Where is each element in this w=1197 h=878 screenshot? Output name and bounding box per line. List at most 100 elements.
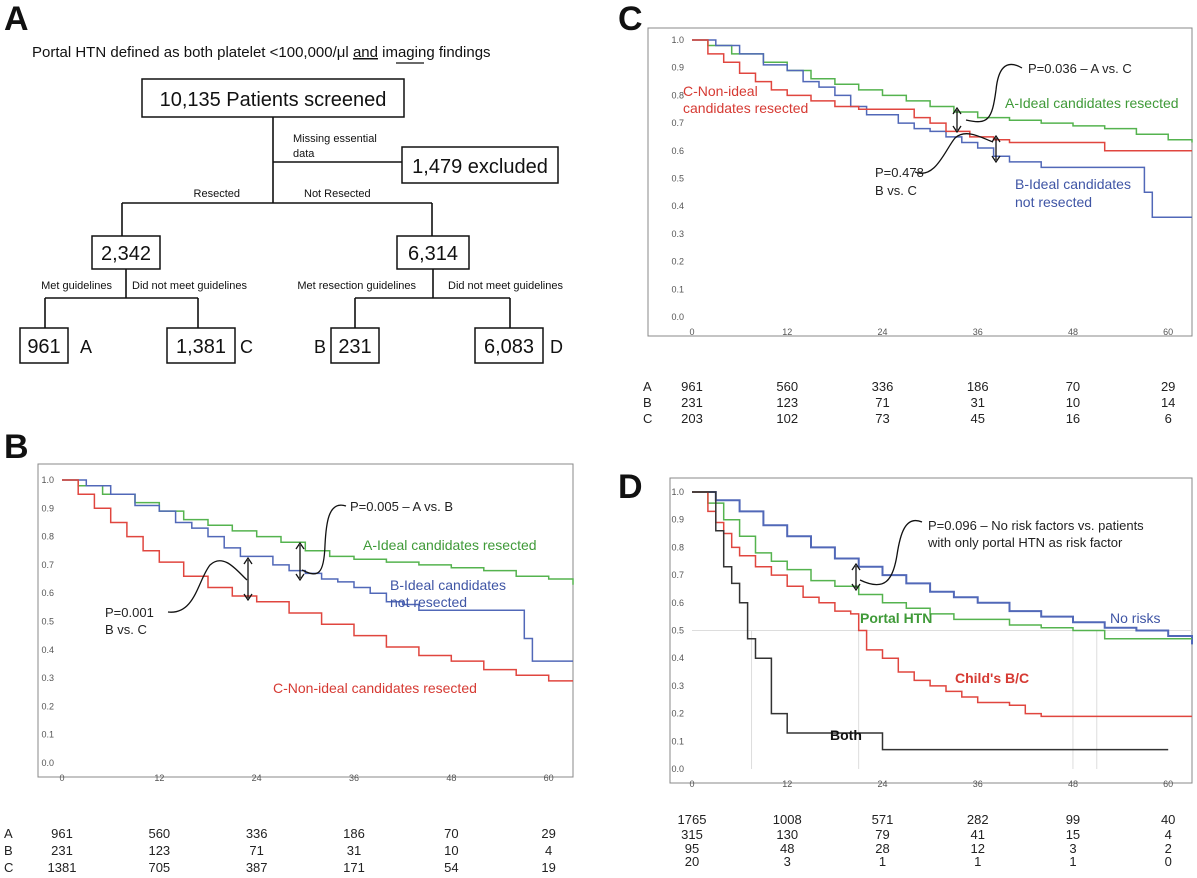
risk-value: 48: [780, 841, 794, 856]
risk-value: 14: [1161, 395, 1175, 410]
y-tick-label: 0.7: [41, 560, 54, 570]
y-tick-label: 0.8: [671, 542, 684, 552]
d-label-both: Both: [830, 727, 862, 743]
group-a-value: 961: [27, 336, 60, 358]
panel-b-plot: 0.0 0.1 0.2 0.3 0.4 0.5 0.6 0.7 0.8 0.9 1.0 0 12 24 36…: [41, 475, 574, 783]
y-tick-label: 0.2: [671, 257, 684, 267]
series-line-b-2: [62, 479, 573, 682]
x-tick-label: 36: [349, 773, 359, 783]
risk-value: 70: [1066, 379, 1080, 394]
c-annotation-1: P=0.036 – A vs. C: [1028, 61, 1132, 76]
risk-value: 19: [541, 860, 555, 875]
d-pvalue-connectors: [851, 519, 923, 592]
panel-b-frame: [37, 463, 574, 778]
risk-value: 4: [545, 843, 552, 858]
panel-d: D 0.00.10.20.30.40.50.60.70.80.91.00 12 24…: [618, 468, 1193, 869]
missing-text-1: Missing essential: [293, 133, 377, 145]
risk-value: 31: [970, 395, 984, 410]
c-label-c-1: C-Non-ideal: [683, 83, 758, 99]
did-not-meet-text-1: Did not meet guidelines: [132, 280, 247, 292]
x-tick-label: 60: [1163, 779, 1173, 789]
risk-value: 102: [776, 411, 798, 426]
risk-value: 70: [444, 826, 458, 841]
risk-value: 336: [246, 826, 268, 841]
group-b-box: [330, 327, 380, 364]
c-annotation-2-l1: P=0.478: [875, 165, 924, 180]
risk-value: 231: [51, 843, 73, 858]
y-tick-label: 0.4: [671, 201, 684, 211]
y-tick-label: 1.0: [41, 475, 54, 485]
c-label-c-2: candidates resected: [683, 100, 808, 116]
b-label-a: A-Ideal candidates resected: [363, 537, 537, 553]
panel-b: B 0.0 0.1 0.2 0.3 0.4 0.5 0.6 0.7 0.8 0.9 1.0 0 12 24…: [4, 428, 574, 875]
y-tick-label: 0.4: [41, 645, 54, 655]
group-a-box: [19, 327, 69, 364]
risk-value: 20: [685, 854, 699, 869]
excluded-text: 1,479 excluded: [412, 156, 548, 178]
did-not-meet-text-2: Did not meet guidelines: [448, 280, 563, 292]
risk-value: 1: [974, 854, 981, 869]
risk-value: 10: [444, 843, 458, 858]
risk-value: 0: [1165, 854, 1172, 869]
group-a-letter: A: [80, 337, 92, 357]
c-annotation-2-l2: B vs. C: [875, 183, 917, 198]
risk-value: 41: [970, 827, 984, 842]
d-label-norisk: No risks: [1110, 610, 1161, 626]
y-tick-label: 0.1: [671, 736, 684, 746]
x-tick-label: 0: [59, 773, 64, 783]
x-tick-label: 48: [1068, 779, 1078, 789]
resected-count: 2,342: [101, 243, 151, 265]
risk-value: 186: [343, 826, 365, 841]
risk-value: 1381: [48, 860, 77, 875]
risk-value: 31: [347, 843, 361, 858]
series-line-d-3: [692, 491, 1169, 751]
x-tick-label: 48: [446, 773, 456, 783]
c-label-a: A-Ideal candidates resected: [1005, 95, 1179, 111]
series-line-d-0: [692, 491, 1193, 645]
y-tick-label: 0.3: [41, 673, 54, 683]
risk-value: 40: [1161, 812, 1175, 827]
risk-value: 282: [967, 812, 989, 827]
b-pvalue-connectors: [167, 504, 347, 613]
risk-value: 71: [249, 843, 263, 858]
risk-group-label: B: [4, 843, 13, 858]
risk-value: 54: [444, 860, 458, 875]
series-line-b-0: [62, 479, 574, 585]
risk-group-label: C: [643, 411, 652, 426]
b-annotation-2-l1: P=0.001: [105, 605, 154, 620]
series-line-b-1: [62, 479, 573, 662]
x-tick-label: 48: [1068, 327, 1078, 337]
series-line-c-0: [692, 39, 1193, 143]
series-line-c-2: [692, 39, 1192, 152]
x-tick-label: 60: [1163, 327, 1173, 337]
c-label-b-2: not resected: [1015, 194, 1092, 210]
risk-value: 16: [1066, 411, 1080, 426]
y-tick-label: 0.5: [671, 626, 684, 636]
x-tick-label: 12: [154, 773, 164, 783]
y-tick-label: 0.0: [671, 764, 684, 774]
x-tick-label: 12: [782, 779, 792, 789]
risk-value: 3: [784, 854, 791, 869]
d-label-portal: Portal HTN: [860, 610, 932, 626]
risk-value: 99: [1066, 812, 1080, 827]
risk-value: 123: [776, 395, 798, 410]
panel-c-risk-table: A 961 560 336 186 70 29 B 231 123 71 31 10 14 C 203 102 7…: [643, 379, 1175, 426]
y-tick-label: 0.1: [41, 730, 54, 740]
risk-value: 73: [875, 411, 889, 426]
y-tick-label: 0.6: [671, 598, 684, 608]
risk-value: 2: [1165, 841, 1172, 856]
panel-c: C 0.0 0.1 0.2 0.3 0.4 0.5 0.6 0.7 0.8 0.9 1.0 0 12 24…: [618, 0, 1193, 426]
b-label-c: C-Non-ideal candidates resected: [273, 680, 477, 696]
risk-value: 961: [681, 379, 703, 394]
y-tick-label: 0.5: [41, 617, 54, 627]
risk-value: 315: [681, 827, 703, 842]
risk-value: 123: [148, 843, 170, 858]
y-tick-label: 0.3: [671, 681, 684, 691]
y-tick-label: 0.4: [671, 653, 684, 663]
group-b-letter: B: [314, 337, 326, 357]
missing-text-2: data: [293, 148, 315, 160]
c-label-b-1: B-Ideal candidates: [1015, 176, 1131, 192]
b-label-b-2: not resected: [390, 594, 467, 610]
resected-text: Resected: [194, 188, 240, 200]
